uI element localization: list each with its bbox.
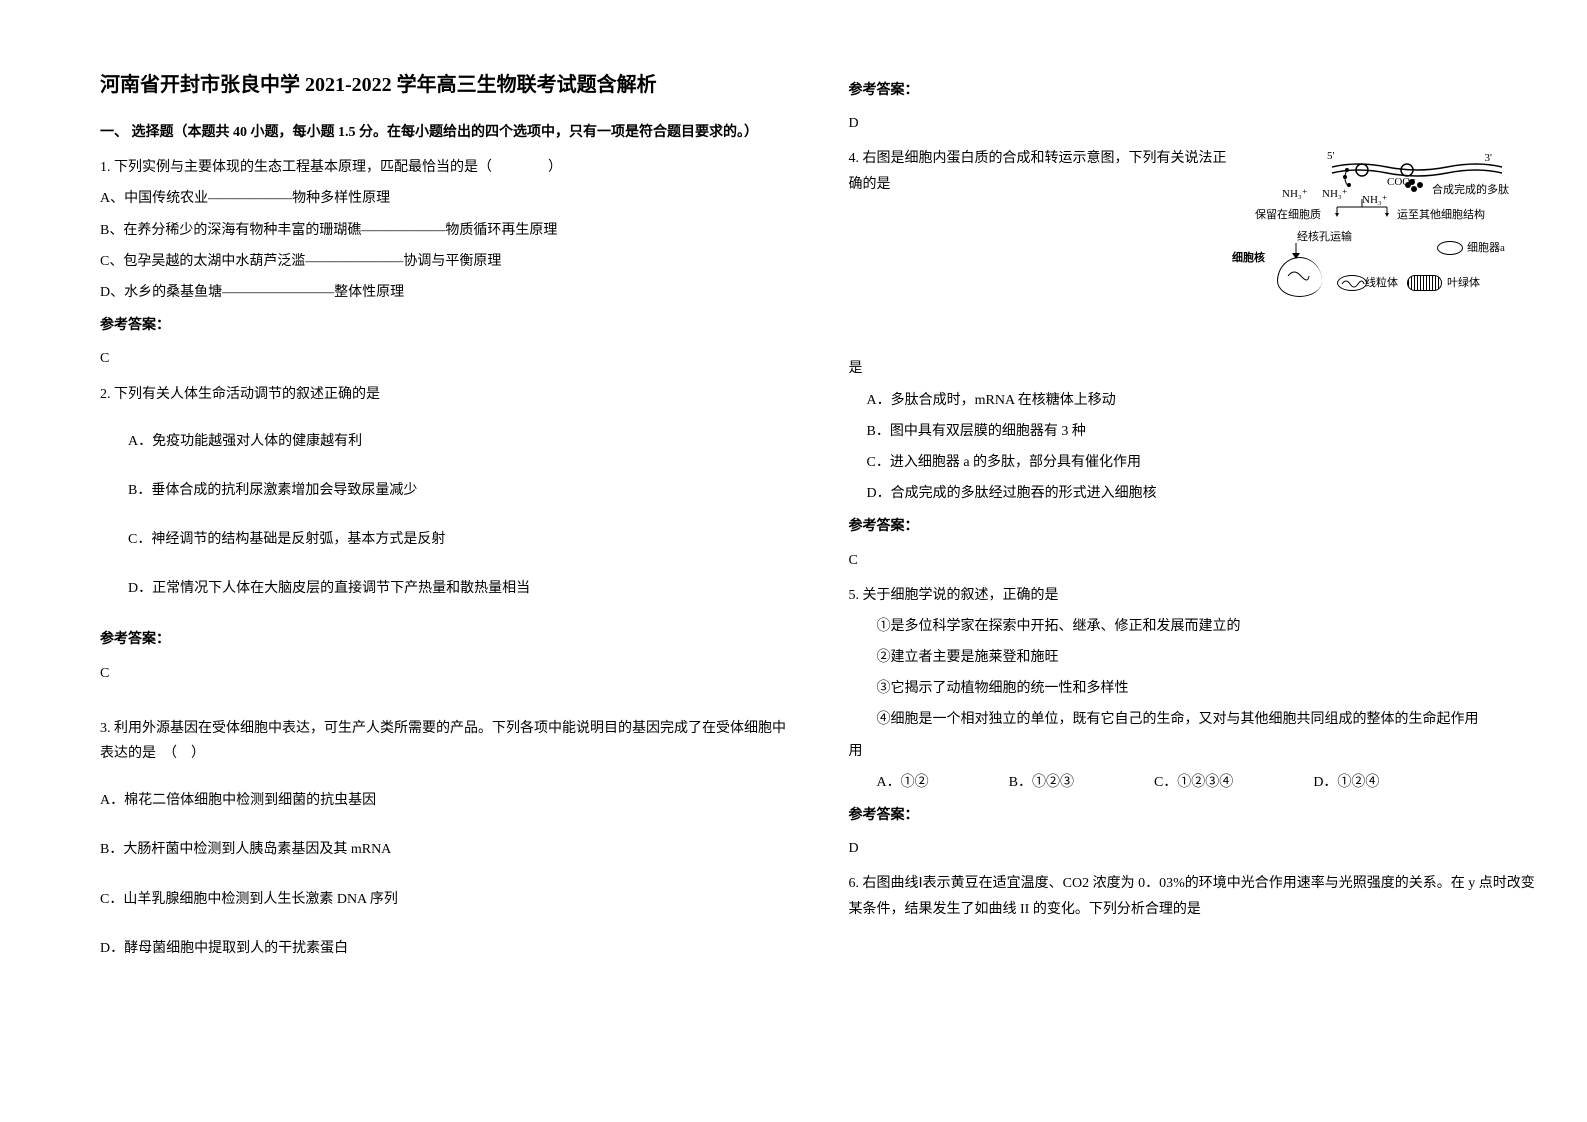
diagram-chloro-label: 叶绿体	[1447, 274, 1480, 294]
diagram-nucleus-label: 细胞核	[1232, 249, 1265, 269]
q4-option-a: A．多肽合成时，mRNA 在核糖体上移动	[849, 388, 1538, 413]
q4-container: 5' 3' COO⁻	[849, 146, 1538, 291]
q4-answer: C	[849, 548, 1538, 573]
q5-statement-1: ①是多位科学家在探索中开拓、继承、修正和发展而建立的	[849, 614, 1538, 639]
q5-answer-label: 参考答案：	[849, 803, 1538, 828]
q3-option-c: C．山羊乳腺细胞中检测到人生长激素 DNA 序列	[100, 887, 789, 912]
q5-option-b: B．①②③	[1009, 770, 1074, 795]
left-column: 河南省开封市张良中学 2021-2022 学年高三生物联考试题含解析 一、 选择…	[100, 70, 789, 967]
q3-option-b: B．大肠杆菌中检测到人胰岛素基因及其 mRNA	[100, 837, 789, 862]
q5-statement-4: ④细胞是一个相对独立的单位，既有它自己的生命，又对与其他细胞共同组成的整体的生命…	[849, 707, 1538, 732]
q2-option-d: D．正常情况下人体在大脑皮层的直接调节下产热量和散热量相当	[100, 576, 789, 601]
mitochondrion-icon	[1337, 275, 1367, 291]
q4-option-d: D．合成完成的多肽经过胞吞的形式进入细胞核	[849, 481, 1538, 506]
section-1-header: 一、 选择题（本题共 40 小题，每小题 1.5 分。在每小题给出的四个选项中，…	[100, 120, 789, 145]
document-title: 河南省开封市张良中学 2021-2022 学年高三生物联考试题含解析	[100, 70, 789, 100]
q3-option-d: D．酵母菌细胞中提取到人的干扰素蛋白	[100, 936, 789, 961]
q5-trailing: 用	[849, 739, 1538, 764]
q3-stem: 3. 利用外源基因在受体细胞中表达，可生产人类所需要的产品。下列各项中能说明目的…	[100, 716, 789, 766]
q5-statement-3: ③它揭示了动植物细胞的统一性和多样性	[849, 676, 1538, 701]
q4-diagram: 5' 3' COO⁻	[1237, 151, 1537, 291]
diagram-retain-label: 保留在细胞质	[1255, 206, 1321, 226]
q2-option-c: C．神经调节的结构基础是反射弧，基本方式是反射	[100, 527, 789, 552]
q3-option-a: A．棉花二倍体细胞中检测到细菌的抗虫基因	[100, 788, 789, 813]
chloroplast-icon	[1407, 275, 1442, 291]
q5-option-d: D．①②④	[1313, 770, 1379, 795]
q1-option-d: D、水乡的桑基鱼塘――――――――整体性原理	[100, 280, 789, 305]
q1-option-c: C、包孕吴越的太湖中水葫芦泛滥―――――――协调与平衡原理	[100, 249, 789, 274]
branch-arrow-icon	[1332, 199, 1392, 219]
q2-option-b: B．垂体合成的抗利尿激素增加会导致尿量减少	[100, 478, 789, 503]
diagram-nh3-1: NH₃⁺	[1282, 185, 1308, 205]
q4-option-c: C．进入细胞器 a 的多肽，部分具有催化作用	[849, 450, 1538, 475]
q4-option-b: B．图中具有双层膜的细胞器有 3 种	[849, 419, 1538, 444]
page-container: 河南省开封市张良中学 2021-2022 学年高三生物联考试题含解析 一、 选择…	[100, 70, 1537, 967]
diagram-organelle-a-label: 细胞器a	[1467, 239, 1505, 259]
q2-stem: 2. 下列有关人体生命活动调节的叙述正确的是	[100, 382, 789, 407]
q4-trailing: 是	[849, 356, 1538, 381]
q3-answer-label: 参考答案：	[849, 78, 1538, 103]
completed-peptide-icon	[1402, 179, 1430, 197]
q5-option-c: C．①②③④	[1154, 770, 1233, 795]
q3-answer: D	[849, 111, 1538, 136]
organelle-a-icon	[1437, 241, 1463, 255]
q4-answer-label: 参考答案：	[849, 514, 1538, 539]
diagram-transport-label: 运至其他细胞结构	[1397, 206, 1485, 226]
nucleus-icon	[1277, 257, 1322, 297]
diagram-mito-label: 线粒体	[1365, 274, 1398, 294]
q5-stem: 5. 关于细胞学说的叙述，正确的是	[849, 583, 1538, 608]
q5-statement-2: ②建立者主要是施莱登和施旺	[849, 645, 1538, 670]
q2-answer: C	[100, 661, 789, 686]
q5-options-row: A．①② B．①②③ C．①②③④ D．①②④	[849, 770, 1538, 795]
q2-option-a: A．免疫功能越强对人体的健康越有利	[100, 429, 789, 454]
diagram-nuclear-pore-label: 经核孔运输	[1297, 228, 1352, 248]
q5-option-a: A．①②	[877, 770, 929, 795]
q2-answer-label: 参考答案：	[100, 627, 789, 652]
right-column: 参考答案： D 5' 3'	[849, 70, 1538, 967]
q1-stem: 1. 下列实例与主要体现的生态工程基本原理，匹配最恰当的是（ ）	[100, 155, 789, 180]
q1-option-a: A、中国传统农业――――――物种多样性原理	[100, 186, 789, 211]
q1-answer: C	[100, 346, 789, 371]
q1-answer-label: 参考答案：	[100, 313, 789, 338]
q1-option-b: B、在养分稀少的深海有物种丰富的珊瑚礁――――――物质循环再生原理	[100, 218, 789, 243]
q6-stem: 6. 右图曲线Ⅰ表示黄豆在适宜温度、CO2 浓度为 0．03%的环境中光合作用速…	[849, 871, 1538, 921]
diagram-synthesis-label: 合成完成的多肽	[1432, 181, 1509, 201]
q5-answer: D	[849, 836, 1538, 861]
